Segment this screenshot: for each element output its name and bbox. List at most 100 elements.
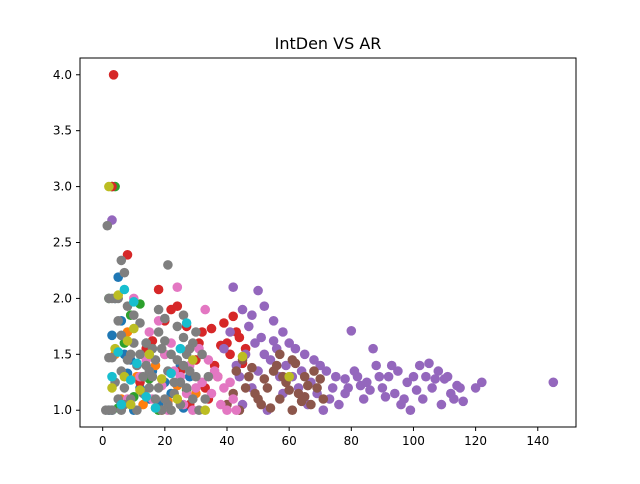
x-tick-label: 100 <box>402 434 425 448</box>
data-point <box>275 394 285 404</box>
data-point <box>271 360 282 371</box>
data-point <box>430 374 441 384</box>
data-point <box>228 282 238 293</box>
data-point <box>225 327 235 337</box>
data-point <box>172 321 183 332</box>
data-point <box>122 355 133 365</box>
data-point <box>144 327 155 337</box>
data-point <box>284 385 295 395</box>
data-point <box>253 285 263 296</box>
data-point <box>225 377 235 388</box>
data-point <box>135 385 145 395</box>
data-point <box>424 358 434 369</box>
data-point <box>166 368 176 379</box>
data-point <box>160 336 170 346</box>
data-point <box>129 310 139 321</box>
data-point <box>108 70 119 80</box>
data-point <box>265 403 276 413</box>
data-point <box>169 377 179 388</box>
data-point <box>477 377 487 388</box>
data-point <box>160 313 170 324</box>
data-point <box>178 360 189 371</box>
data-point <box>125 399 136 410</box>
y-tick-label: 2.0 <box>53 291 72 305</box>
data-point <box>119 267 130 278</box>
x-tick-label: 60 <box>282 434 297 448</box>
data-point <box>212 371 223 382</box>
data-point <box>107 383 117 393</box>
data-point <box>346 326 357 336</box>
data-point <box>321 366 332 376</box>
x-tick-label: 140 <box>526 434 549 448</box>
x-tick-label: 40 <box>219 434 234 448</box>
data-point <box>268 316 279 326</box>
data-point <box>225 349 235 360</box>
x-tick-label: 120 <box>464 434 487 448</box>
data-point <box>135 318 145 328</box>
data-point <box>334 399 344 410</box>
data-point <box>231 366 242 376</box>
data-point <box>256 332 267 343</box>
data-point <box>141 360 151 371</box>
data-point <box>284 371 295 382</box>
series-5 <box>107 215 559 416</box>
data-point <box>132 358 142 369</box>
data-point <box>172 301 183 312</box>
data-point <box>240 383 251 393</box>
data-point <box>197 349 207 360</box>
data-point <box>268 336 279 346</box>
data-point <box>414 360 425 371</box>
data-point <box>309 355 319 365</box>
data-point <box>340 374 350 384</box>
data-point <box>396 399 406 410</box>
data-point <box>259 349 270 360</box>
data-point <box>262 383 273 393</box>
data-point <box>150 403 161 413</box>
data-point <box>113 347 123 357</box>
y-tick-label: 1.5 <box>53 347 72 361</box>
data-point <box>318 394 329 404</box>
data-point <box>222 405 232 416</box>
data-point <box>442 371 453 382</box>
data-point <box>358 394 369 404</box>
data-point <box>371 360 382 371</box>
data-point <box>355 380 366 391</box>
data-point <box>184 343 195 354</box>
data-point <box>153 327 164 337</box>
data-point <box>228 394 238 404</box>
data-point <box>219 318 229 328</box>
x-tick-label: 0 <box>99 434 107 448</box>
data-point <box>253 394 263 404</box>
data-point <box>172 282 183 293</box>
data-point <box>203 355 214 365</box>
data-point <box>299 392 310 402</box>
data-point <box>135 349 145 360</box>
x-tick-label: 80 <box>344 434 359 448</box>
data-point <box>150 355 161 365</box>
data-point <box>312 383 322 393</box>
data-point <box>374 371 385 382</box>
data-point <box>331 371 341 382</box>
data-point <box>160 394 170 404</box>
data-point <box>119 383 130 393</box>
data-point <box>368 343 378 354</box>
y-tick-label: 3.5 <box>53 124 72 138</box>
data-point <box>377 383 388 393</box>
y-tick-label: 1.0 <box>53 403 72 417</box>
data-point <box>327 383 338 393</box>
data-point <box>433 366 444 376</box>
data-point <box>181 383 192 393</box>
data-point <box>275 349 285 360</box>
data-point <box>191 371 201 382</box>
data-point <box>418 394 428 404</box>
data-point <box>244 321 254 332</box>
data-point <box>548 377 559 388</box>
data-point <box>287 405 298 416</box>
data-point <box>107 330 117 341</box>
data-point <box>203 371 214 382</box>
series-8 <box>101 220 214 416</box>
data-point <box>116 399 127 410</box>
data-point <box>206 323 217 334</box>
